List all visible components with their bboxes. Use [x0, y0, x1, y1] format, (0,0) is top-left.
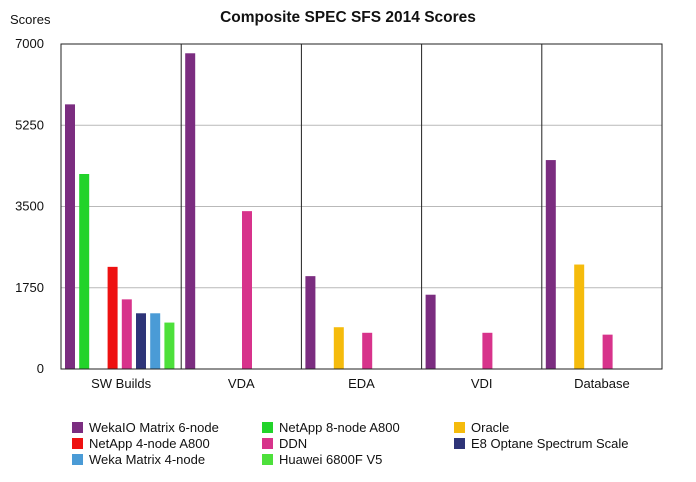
legend-label: NetApp 4-node A800 — [89, 436, 210, 451]
legend-item: Weka Matrix 4-node — [72, 452, 205, 467]
plot-frame — [60, 43, 663, 370]
legend-item: E8 Optane Spectrum Scale — [454, 436, 629, 451]
bar-wekaio-matrix-6-node-vdi — [425, 294, 436, 369]
bar-wekaio-matrix-6-node-sw-builds — [65, 104, 75, 369]
legend-item: WekaIO Matrix 6-node — [72, 420, 219, 435]
bar-oracle-eda — [333, 327, 344, 369]
y-axis-label: Scores — [10, 12, 51, 27]
bar-ddn-eda — [362, 332, 373, 369]
legend-swatch — [454, 422, 465, 433]
legend-item: Huawei 6800F V5 — [262, 452, 382, 467]
bar-huawei-6800f-v5-sw-builds — [164, 322, 175, 369]
legend-swatch — [262, 454, 273, 465]
bar-wekaio-matrix-6-node-database — [545, 160, 556, 369]
legend-label: Oracle — [471, 420, 510, 435]
bar-oracle-database — [574, 264, 585, 369]
legend-swatch — [262, 438, 273, 449]
bar-ddn-vda — [242, 211, 252, 369]
legend-label: E8 Optane Spectrum Scale — [471, 436, 629, 451]
chart-title: Composite SPEC SFS 2014 Scores — [220, 9, 476, 26]
legend-swatch — [72, 454, 83, 465]
legend-swatch — [262, 422, 273, 433]
bar-netapp-4-node-a800-sw-builds — [107, 266, 118, 369]
legend-item: NetApp 4-node A800 — [72, 436, 210, 451]
bar-weka-matrix-4-node-sw-builds — [150, 313, 161, 369]
legend-label: NetApp 8-node A800 — [279, 420, 400, 435]
legend-swatch — [72, 438, 83, 449]
legend-swatch — [72, 422, 83, 433]
x-tick-label: VDI — [471, 376, 493, 391]
legend-swatch — [454, 438, 465, 449]
bar-wekaio-matrix-6-node-eda — [305, 276, 316, 369]
y-tick-label: 3500 — [15, 199, 44, 214]
y-tick-label: 7000 — [15, 36, 44, 51]
y-tick-label: 0 — [37, 361, 44, 376]
bar-wekaio-matrix-6-node-vda — [185, 53, 196, 370]
x-tick-label: SW Builds — [91, 376, 151, 391]
x-tick-label: VDA — [228, 376, 255, 391]
legend-item: DDN — [262, 436, 307, 451]
y-tick-label: 1750 — [15, 280, 44, 295]
legend-label: DDN — [279, 436, 308, 451]
chart-plot: 0 1750 3500 5250 7000 SW Builds VDA EDA VDI Datab… — [15, 36, 663, 391]
chart-legend: WekaIO Matrix 6-node NetApp 4-node A800 We… — [72, 420, 692, 476]
legend-item: Oracle — [454, 420, 509, 435]
legend-label: WekaIO Matrix 6-node — [89, 420, 219, 435]
x-tick-label: EDA — [348, 376, 375, 391]
bar-ddn-vdi — [482, 332, 493, 369]
y-tick-label: 5250 — [15, 117, 44, 132]
bar-netapp-8-node-a800-sw-builds — [79, 174, 90, 369]
bar-e8-optane-spectrum-scale-sw-builds — [136, 313, 146, 369]
legend-label: Huawei 6800F V5 — [279, 452, 383, 467]
bar-ddn-database — [602, 334, 613, 369]
bar-ddn-sw-builds — [121, 299, 132, 369]
legend-item: NetApp 8-node A800 — [262, 420, 400, 435]
legend-label: Weka Matrix 4-node — [89, 452, 206, 467]
x-tick-label: Database — [574, 376, 630, 391]
